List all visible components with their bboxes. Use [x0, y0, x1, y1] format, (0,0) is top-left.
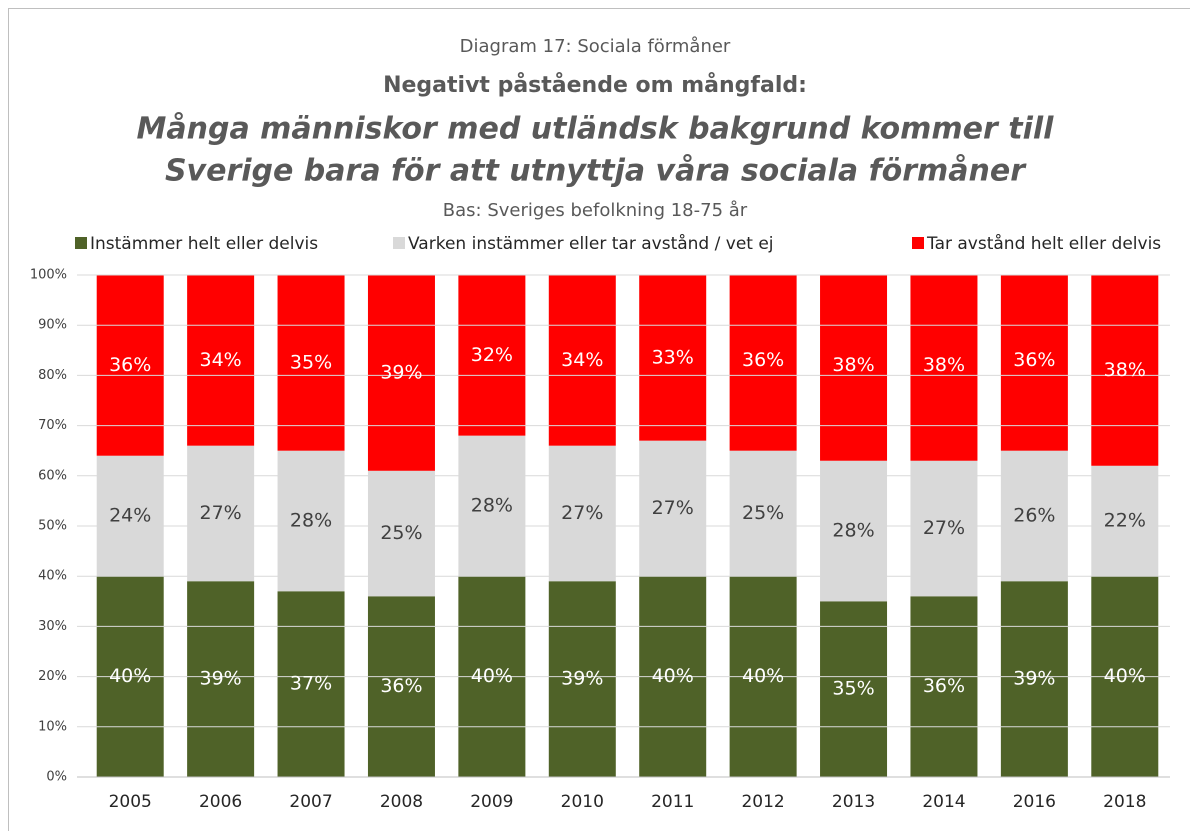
x-tick-label: 2016	[1013, 792, 1056, 812]
bar-segment	[820, 601, 888, 777]
legend-label: Tar avstånd helt eller delvis	[926, 233, 1161, 254]
y-tick-label: 0%	[46, 770, 67, 785]
x-tick-label: 2013	[832, 792, 875, 812]
bar-segment	[277, 591, 345, 777]
bar-segment	[277, 450, 345, 592]
data-label: 38%	[1104, 359, 1146, 381]
data-label: 40%	[471, 665, 513, 687]
data-label: 40%	[1104, 665, 1146, 687]
data-label: 38%	[832, 354, 874, 376]
data-label: 28%	[290, 509, 332, 531]
y-tick-label: 50%	[38, 519, 67, 534]
data-label: 40%	[652, 665, 694, 687]
y-tick-label: 70%	[38, 418, 67, 433]
x-tick-label: 2014	[922, 792, 965, 812]
data-label: 36%	[923, 675, 965, 697]
data-label: 26%	[1013, 504, 1055, 526]
legend-swatch	[75, 237, 87, 249]
data-label: 36%	[380, 675, 422, 697]
bar-segment	[458, 275, 526, 436]
bar-segment	[548, 275, 616, 446]
data-label: 40%	[742, 665, 784, 687]
bar-segment	[187, 445, 255, 582]
data-label: 25%	[742, 502, 784, 524]
legend-label: Instämmer helt eller delvis	[90, 234, 318, 254]
data-label: 38%	[923, 354, 965, 376]
x-tick-label: 2018	[1103, 792, 1146, 812]
y-tick-label: 60%	[38, 468, 67, 483]
legend-swatch	[393, 237, 405, 249]
bar-segment	[910, 275, 978, 461]
y-tick-label: 20%	[38, 669, 67, 684]
bar-segment	[820, 275, 888, 461]
data-label: 34%	[200, 349, 242, 371]
y-tick-label: 80%	[38, 368, 67, 383]
data-label: 32%	[471, 344, 513, 366]
data-label: 24%	[109, 504, 151, 526]
data-label: 34%	[561, 349, 603, 371]
data-label: 39%	[380, 361, 422, 383]
x-tick-label: 2005	[109, 792, 152, 812]
y-tick-label: 30%	[38, 619, 67, 634]
bar-segment	[458, 435, 526, 577]
chart-title: Diagram 17: Sociala förmåner	[460, 36, 731, 57]
bar-segment	[1000, 581, 1068, 777]
data-label: 27%	[923, 517, 965, 539]
y-tick-label: 40%	[38, 569, 67, 584]
data-label: 35%	[290, 351, 332, 373]
data-label: 27%	[652, 497, 694, 519]
y-tick-label: 100%	[30, 268, 67, 283]
data-label: 39%	[200, 668, 242, 690]
bar-segment	[187, 581, 255, 777]
y-tick-label: 10%	[38, 719, 67, 734]
x-tick-label: 2006	[199, 792, 242, 812]
data-label: 36%	[109, 354, 151, 376]
x-tick-label: 2008	[380, 792, 423, 812]
data-label: 28%	[471, 494, 513, 516]
bar-segment	[729, 275, 797, 451]
bar-segment	[820, 460, 888, 602]
bar-segment	[729, 450, 797, 577]
legend-label: Varken instämmer eller tar avstånd / vet…	[408, 233, 774, 254]
data-label: 33%	[652, 346, 694, 368]
bar-segment	[1091, 465, 1159, 577]
bar-segment	[367, 470, 435, 597]
y-tick-label: 90%	[38, 318, 67, 333]
data-label: 27%	[200, 502, 242, 524]
legend-swatch	[912, 237, 924, 249]
x-tick-label: 2012	[741, 792, 784, 812]
bar-segment	[548, 581, 616, 777]
bar-segment	[639, 275, 707, 441]
data-label: 36%	[742, 349, 784, 371]
chart-subtitle: Negativt påstående om mångfald:	[383, 72, 807, 98]
data-label: 28%	[832, 520, 874, 542]
bar-segment	[639, 440, 707, 577]
data-label: 39%	[561, 668, 603, 690]
data-label: 39%	[1013, 668, 1055, 690]
bar-segment	[187, 275, 255, 446]
statement-line: Sverige bara för att utnyttja våra socia…	[165, 154, 1027, 189]
data-label: 35%	[832, 678, 874, 700]
data-label: 27%	[561, 502, 603, 524]
data-label: 36%	[1013, 349, 1055, 371]
x-tick-label: 2010	[561, 792, 604, 812]
bar-segment	[277, 275, 345, 451]
bar-segment	[548, 445, 616, 582]
chart-note: Bas: Sveriges befolkning 18-75 år	[443, 200, 748, 221]
bar-segment	[1000, 450, 1068, 582]
bar-segment	[1000, 275, 1068, 451]
x-tick-label: 2007	[289, 792, 332, 812]
bar-segment	[1091, 275, 1159, 466]
statement-line: Många människor med utländsk bakgrund ko…	[137, 112, 1055, 147]
bar-segment	[910, 460, 978, 597]
data-label: 40%	[109, 665, 151, 687]
data-label: 22%	[1104, 509, 1146, 531]
x-tick-label: 2009	[470, 792, 513, 812]
data-label: 37%	[290, 673, 332, 695]
data-label: 25%	[380, 522, 422, 544]
bar-segment	[367, 275, 435, 471]
x-tick-label: 2011	[651, 792, 694, 812]
